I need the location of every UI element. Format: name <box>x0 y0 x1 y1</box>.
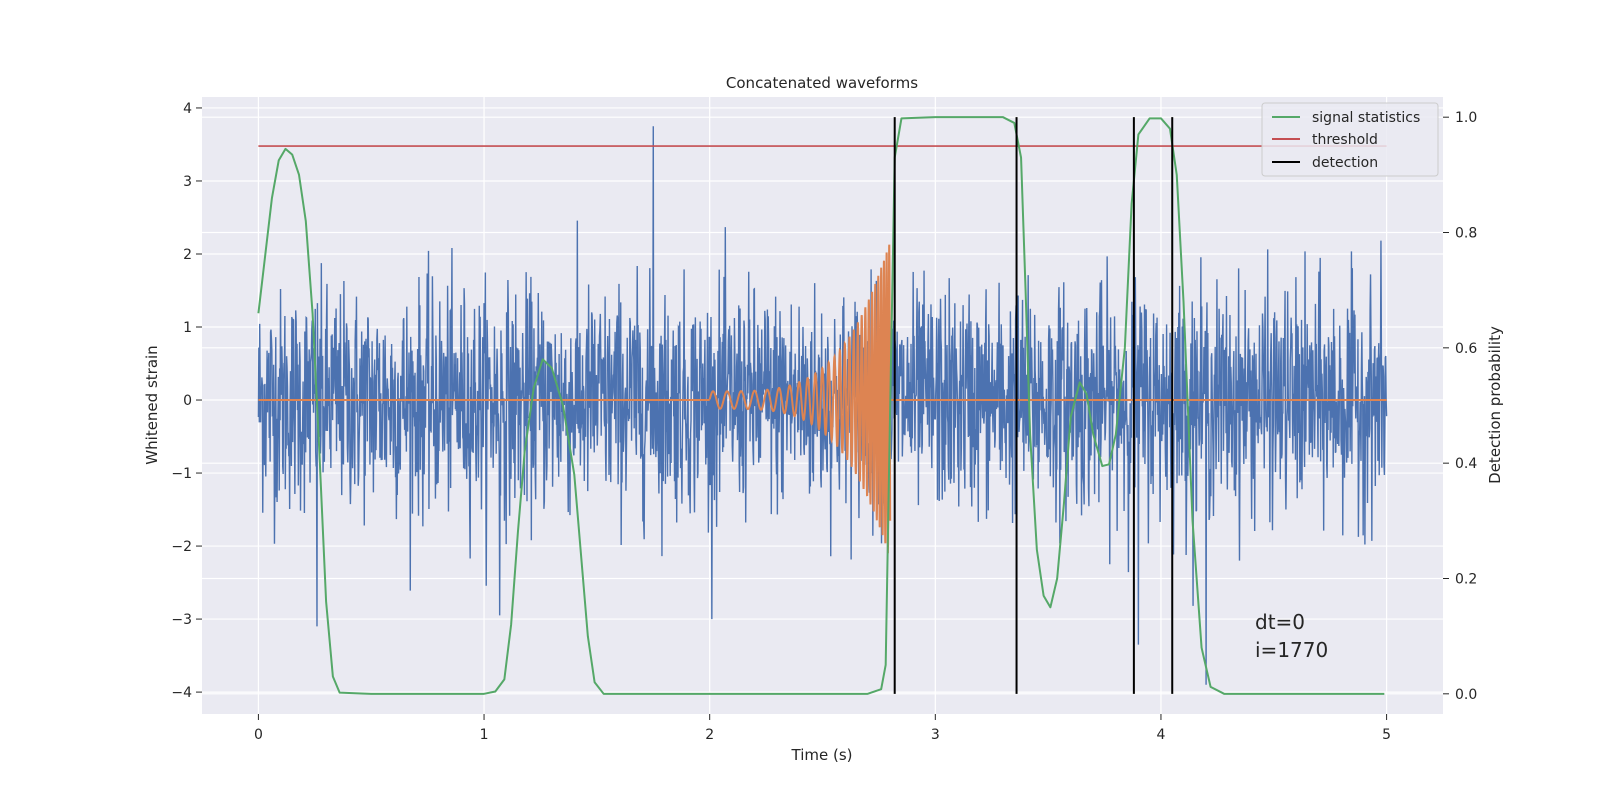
legend-label-threshold: threshold <box>1312 132 1378 148</box>
chart-title: Concatenated waveforms <box>726 74 918 92</box>
annotation-text: i=1770 <box>1255 638 1328 662</box>
x-tick-label: 1 <box>480 727 489 743</box>
noise-series <box>257 126 1388 685</box>
y-tick-label-right: 0.2 <box>1455 571 1477 587</box>
y-axis-label-right: Detection probability <box>1486 326 1504 484</box>
legend: signal statistics threshold detection <box>1261 102 1439 177</box>
y-tick-label-left: −3 <box>171 612 192 628</box>
legend-label-detection: detection <box>1312 155 1378 171</box>
y-tick-label-right: 0.0 <box>1455 687 1477 703</box>
y-tick-label-left: −2 <box>171 539 192 555</box>
detection-series <box>893 117 1174 694</box>
signal-statistics-series <box>257 116 1385 695</box>
axis-ticks: 0 1 2 3 4 5 −4 −3 −2 −1 0 1 2 3 4 0.0 0.2 0.4 0.6 0.8 1.0 <box>171 101 1477 743</box>
annotations: dt=0 i=1770 <box>1255 610 1328 662</box>
noise-trace <box>257 126 1388 685</box>
x-tick-label: 0 <box>254 727 263 743</box>
y-tick-label-left: 4 <box>183 101 192 117</box>
y-tick-label-left: 0 <box>183 393 192 409</box>
x-tick-label: 3 <box>931 727 940 743</box>
y-tick-label-right: 1.0 <box>1455 110 1477 126</box>
chirp-trace <box>708 244 892 554</box>
y-tick-label-right: 0.4 <box>1455 456 1477 472</box>
y-tick-label-left: 1 <box>183 320 192 336</box>
legend-frame <box>1261 102 1439 177</box>
signal-statistics-line <box>257 116 1385 695</box>
y-axis-label-left: Whitened strain <box>143 345 161 464</box>
chirp-series <box>258 244 1387 554</box>
y-tick-label-right: 0.6 <box>1455 341 1477 357</box>
y-tick-label-left: 3 <box>183 174 192 190</box>
y-tick-label-left: −1 <box>171 466 192 482</box>
x-axis-label: Time (s) <box>791 746 853 764</box>
y-tick-label-right: 0.8 <box>1455 226 1477 242</box>
x-tick-label: 4 <box>1156 727 1165 743</box>
y-tick-label-left: 2 <box>183 247 192 263</box>
x-tick-label: 2 <box>705 727 714 743</box>
legend-label-signal-statistics: signal statistics <box>1312 110 1420 126</box>
x-tick-label: 5 <box>1382 727 1391 743</box>
y-tick-label-left: −4 <box>171 685 192 701</box>
annotation-text: dt=0 <box>1255 610 1305 634</box>
